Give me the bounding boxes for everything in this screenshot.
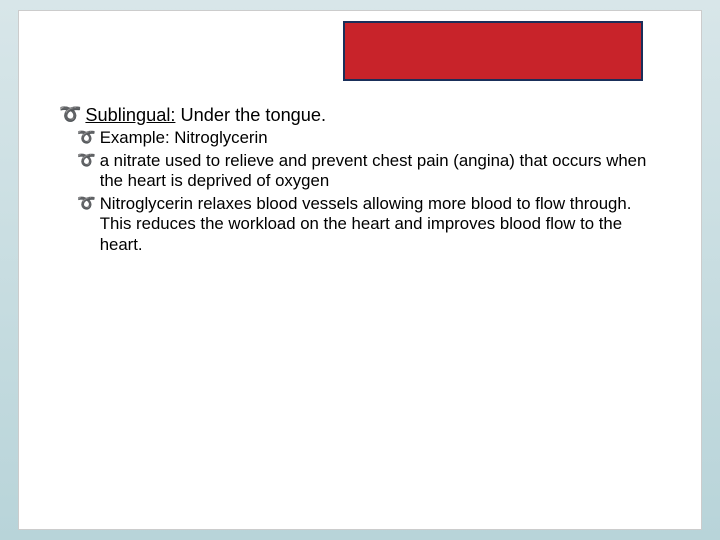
bullet-row: ➰ a nitrate used to relieve and prevent … — [59, 151, 661, 192]
bullet-row: ➰ Sublingual: Under the tongue. — [59, 104, 661, 126]
content-area: ➰ Sublingual: Under the tongue. ➰ Exampl… — [59, 104, 661, 257]
rest: Under the tongue. — [175, 105, 326, 125]
bullet-icon: ➰ — [77, 194, 96, 214]
bullet-text: a nitrate used to relieve and prevent ch… — [100, 151, 661, 192]
slide-card: ➰ Sublingual: Under the tongue. ➰ Exampl… — [18, 10, 702, 530]
bullet-text: Example: Nitroglycerin — [100, 128, 661, 148]
bullet-icon: ➰ — [77, 151, 96, 171]
bullet-text: Sublingual: Under the tongue. — [85, 104, 661, 126]
bullet-row: ➰ Example: Nitroglycerin — [59, 128, 661, 148]
title-bar — [343, 21, 643, 81]
bullet-icon: ➰ — [59, 104, 81, 126]
bullet-row: ➰ Nitroglycerin relaxes blood vessels al… — [59, 194, 661, 255]
term: Sublingual: — [85, 105, 175, 125]
bullet-icon: ➰ — [77, 128, 96, 148]
bullet-text: Nitroglycerin relaxes blood vessels allo… — [100, 194, 661, 255]
